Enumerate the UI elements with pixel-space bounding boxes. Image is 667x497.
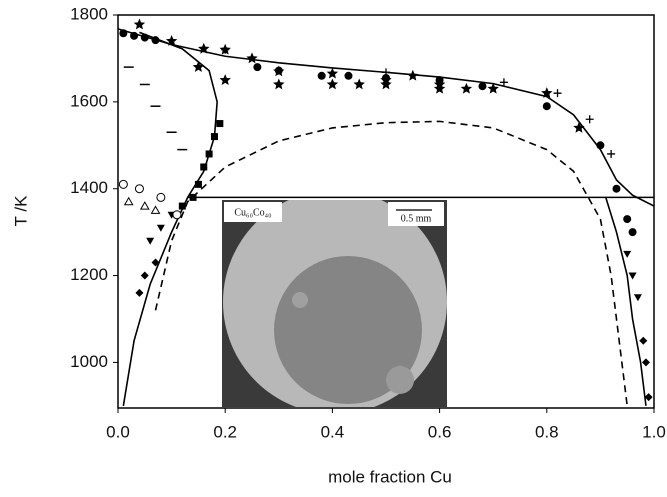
- data-point: [150, 205, 161, 214]
- data-point: [119, 29, 128, 38]
- data-point: [382, 73, 390, 82]
- data-point: [134, 184, 144, 194]
- data-point: [639, 336, 648, 345]
- data-point: [178, 202, 186, 210]
- y-axis-label: T /K: [11, 195, 30, 227]
- data-point: [189, 193, 197, 201]
- data-point: [623, 215, 632, 224]
- data-point: [644, 393, 653, 402]
- y-tick-label: 1200: [70, 265, 108, 284]
- data-point: [274, 66, 283, 75]
- data-point: [596, 141, 605, 150]
- data-point: [151, 36, 160, 45]
- curve: [122, 31, 218, 406]
- data-point: [194, 180, 202, 188]
- data-point: [219, 74, 231, 85]
- data-point: [210, 133, 218, 141]
- data-point: [221, 45, 230, 54]
- data-point: [435, 76, 444, 85]
- data-point: [344, 71, 353, 80]
- y-tick-label: 1000: [70, 352, 108, 371]
- data-point: [407, 69, 419, 81]
- data-point: [135, 288, 144, 297]
- data-point: [123, 196, 134, 206]
- data-point: [433, 82, 446, 94]
- x-tick-label: 0.6: [428, 422, 452, 441]
- data-point: [205, 150, 213, 158]
- data-point: [156, 192, 166, 202]
- data-point: [246, 52, 258, 64]
- data-point: [140, 271, 149, 280]
- x-tick-label: 1.0: [642, 422, 666, 441]
- scale-label: 0.5 mm: [401, 213, 432, 224]
- data-point: [487, 82, 499, 94]
- data-point: [133, 18, 146, 30]
- data-point: [633, 294, 642, 302]
- data-point: [130, 31, 139, 40]
- data-point: [317, 71, 326, 80]
- x-tick-label: 0.0: [106, 422, 130, 441]
- x-tick-label: 0.8: [535, 422, 559, 441]
- data-point: [607, 149, 616, 158]
- data-point: [641, 358, 650, 367]
- data-point: [541, 87, 553, 99]
- y-tick-label: 1600: [70, 91, 108, 110]
- x-tick-label: 0.4: [321, 422, 345, 441]
- data-point: [380, 78, 392, 90]
- y-tick-label: 1400: [70, 178, 108, 197]
- data-point: [478, 82, 487, 91]
- data-point: [216, 120, 224, 128]
- data-point: [623, 250, 632, 258]
- data-point: [628, 272, 637, 280]
- data-point: [553, 89, 562, 98]
- curve: [604, 197, 647, 406]
- data-point: [382, 68, 390, 77]
- data-point: [573, 121, 585, 133]
- y-tick-label: 1800: [70, 4, 108, 23]
- inset-image: [222, 200, 447, 407]
- data-point: [140, 33, 149, 42]
- data-point: [326, 78, 339, 90]
- data-point: [165, 35, 178, 46]
- data-point: [172, 210, 182, 220]
- data-point: [139, 201, 150, 210]
- data-point: [612, 184, 621, 193]
- data-point: [585, 115, 594, 124]
- x-axis-label: mole fraction Cu: [328, 467, 452, 486]
- data-point: [146, 237, 155, 245]
- curve: [117, 28, 655, 207]
- plot-frame: [117, 14, 655, 409]
- data-point: [499, 78, 508, 87]
- data-point: [460, 82, 473, 94]
- data-point: [192, 61, 205, 72]
- data-point: [326, 67, 339, 79]
- data-point: [353, 78, 365, 90]
- data-point: [118, 179, 128, 189]
- data-point: [628, 228, 637, 237]
- data-point: [151, 258, 160, 267]
- data-point: [273, 78, 285, 90]
- data-point: [200, 163, 208, 171]
- x-tick-label: 0.2: [213, 422, 237, 441]
- data-point: [198, 42, 210, 54]
- data-point: [156, 224, 165, 232]
- data-point: [253, 63, 262, 72]
- inset-label: Cu₆₀Co₄₀: [234, 207, 272, 218]
- curve: [154, 120, 628, 406]
- data-point: [542, 102, 551, 111]
